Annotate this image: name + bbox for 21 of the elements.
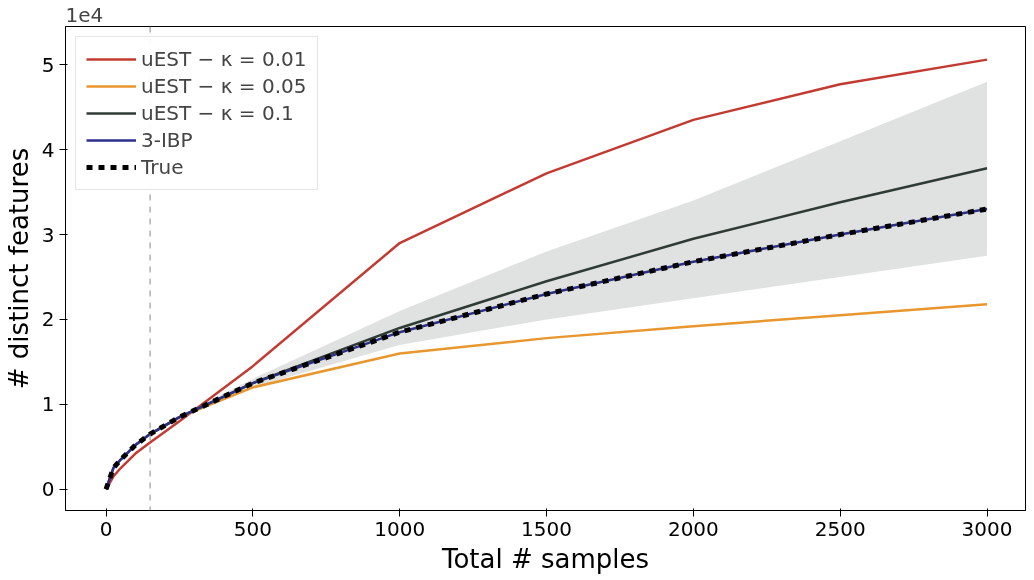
y-tick-label: 1 bbox=[41, 392, 55, 417]
y-axis-title: # distinct features bbox=[3, 147, 34, 390]
y-tick-label: 3 bbox=[41, 222, 55, 247]
x-axis-title: Total # samples bbox=[440, 543, 650, 574]
x-tick-label: 2000 bbox=[667, 516, 719, 541]
legend-label: True bbox=[141, 155, 184, 179]
x-tick-label: 0 bbox=[99, 516, 113, 541]
x-tick-label: 1000 bbox=[374, 516, 426, 541]
y-tick-label: 0 bbox=[41, 477, 55, 502]
y-tick-label: 2 bbox=[41, 307, 55, 332]
y-tick-label: 5 bbox=[41, 52, 55, 77]
x-tick-label: 2500 bbox=[814, 516, 866, 541]
legend-label: uEST − κ = 0.01 bbox=[141, 47, 307, 71]
annotation: 1e4 bbox=[65, 2, 104, 27]
legend-label: uEST − κ = 0.1 bbox=[141, 101, 294, 125]
legend-label: 3-IBP bbox=[141, 128, 193, 152]
y-tick-label: 4 bbox=[41, 137, 55, 162]
x-tick-label: 500 bbox=[233, 516, 272, 541]
x-tick-label: 3000 bbox=[961, 516, 1013, 541]
legend-label: uEST − κ = 0.05 bbox=[141, 74, 307, 98]
x-tick-label: 1500 bbox=[521, 516, 572, 541]
